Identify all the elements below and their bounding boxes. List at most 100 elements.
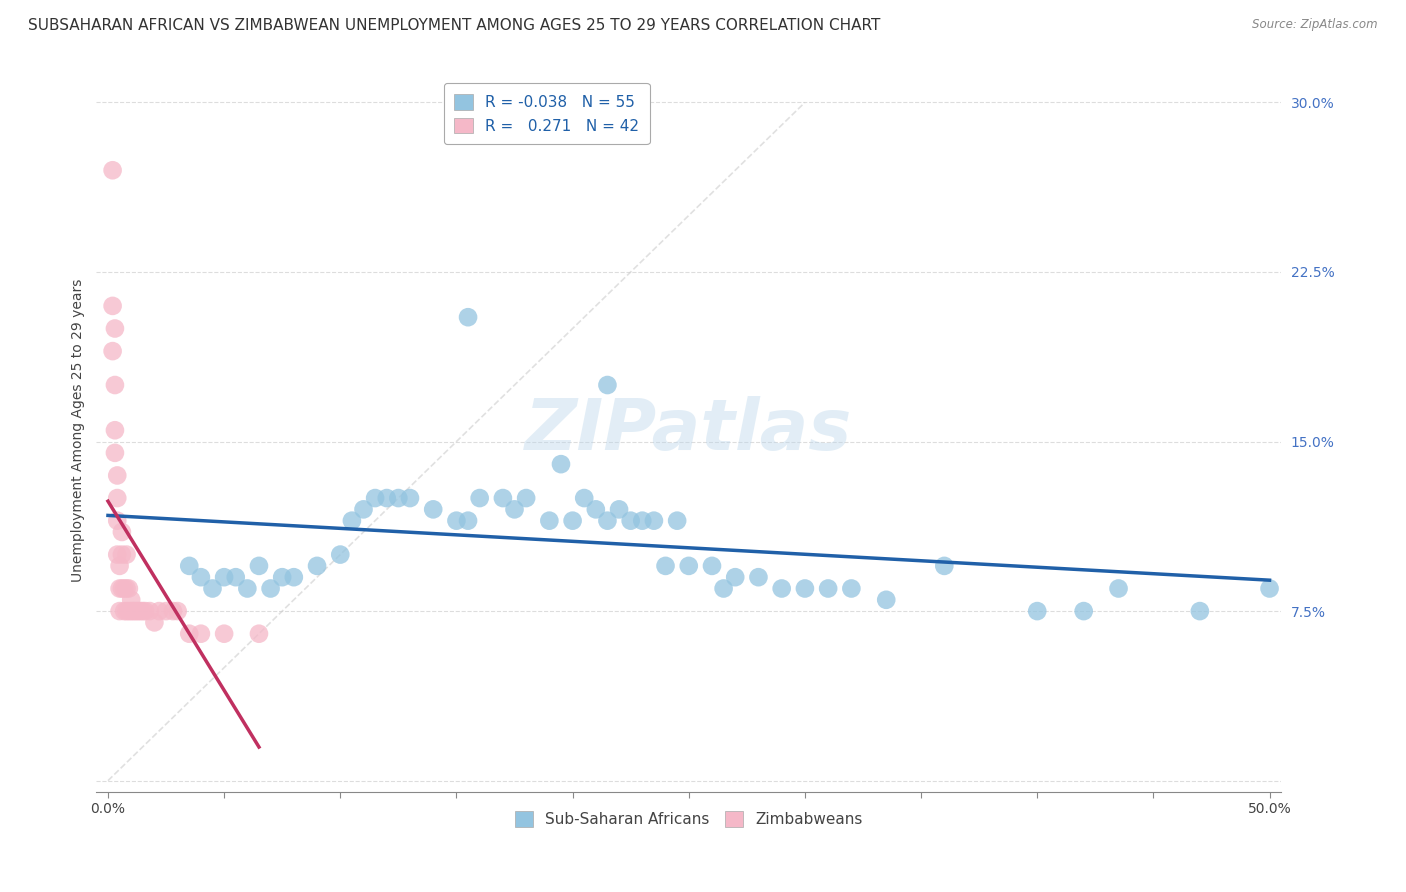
Point xyxy=(105,548,128,562)
Text: Source: ZipAtlas.com: Source: ZipAtlas.com xyxy=(1253,18,1378,31)
Point xyxy=(225,570,247,584)
Point xyxy=(112,582,135,596)
Point xyxy=(271,570,294,584)
Text: SUBSAHARAN AFRICAN VS ZIMBABWEAN UNEMPLOYMENT AMONG AGES 25 TO 29 YEARS CORRELAT: SUBSAHARAN AFRICAN VS ZIMBABWEAN UNEMPLO… xyxy=(28,18,880,33)
Point xyxy=(105,468,128,483)
Point xyxy=(770,582,793,596)
Point xyxy=(101,163,124,178)
Point xyxy=(375,491,398,505)
Point xyxy=(817,582,839,596)
Point xyxy=(201,582,224,596)
Point xyxy=(127,604,149,618)
Point xyxy=(574,491,596,505)
Point xyxy=(111,548,134,562)
Point xyxy=(118,582,141,596)
Point xyxy=(108,582,131,596)
Point xyxy=(841,582,863,596)
Point xyxy=(585,502,607,516)
Point xyxy=(793,582,815,596)
Point xyxy=(1108,582,1130,596)
Point xyxy=(329,548,352,562)
Point xyxy=(446,514,468,528)
Point xyxy=(115,582,138,596)
Point xyxy=(620,514,643,528)
Point xyxy=(607,502,630,516)
Point xyxy=(139,604,162,618)
Point xyxy=(596,378,619,392)
Point xyxy=(120,604,142,618)
Point xyxy=(155,604,177,618)
Point xyxy=(104,378,127,392)
Point xyxy=(118,604,141,618)
Point xyxy=(724,570,747,584)
Point xyxy=(596,514,619,528)
Point xyxy=(190,570,212,584)
Point xyxy=(631,514,654,528)
Point xyxy=(259,582,281,596)
Y-axis label: Unemployment Among Ages 25 to 29 years: Unemployment Among Ages 25 to 29 years xyxy=(72,278,86,582)
Point xyxy=(112,604,135,618)
Point xyxy=(101,299,124,313)
Point xyxy=(115,548,138,562)
Point xyxy=(104,423,127,437)
Point xyxy=(364,491,387,505)
Point xyxy=(115,604,138,618)
Point xyxy=(212,570,235,584)
Point xyxy=(247,558,270,573)
Point xyxy=(111,582,134,596)
Point xyxy=(162,604,184,618)
Point xyxy=(247,626,270,640)
Point xyxy=(105,514,128,528)
Point xyxy=(166,604,188,618)
Point xyxy=(643,514,665,528)
Point xyxy=(129,604,152,618)
Point xyxy=(713,582,735,596)
Point xyxy=(305,558,328,573)
Point xyxy=(179,626,201,640)
Point xyxy=(190,626,212,640)
Point xyxy=(747,570,769,584)
Point xyxy=(561,514,583,528)
Point xyxy=(111,524,134,539)
Point xyxy=(122,604,145,618)
Point xyxy=(108,604,131,618)
Point xyxy=(678,558,700,573)
Point xyxy=(457,310,479,325)
Point xyxy=(515,491,537,505)
Text: ZIPatlas: ZIPatlas xyxy=(524,396,852,465)
Point xyxy=(387,491,409,505)
Point xyxy=(875,592,897,607)
Point xyxy=(132,604,155,618)
Point xyxy=(1026,604,1049,618)
Point xyxy=(340,514,363,528)
Point xyxy=(550,457,572,471)
Point xyxy=(104,321,127,335)
Legend: Sub-Saharan Africans, Zimbabweans: Sub-Saharan Africans, Zimbabweans xyxy=(508,804,870,835)
Point xyxy=(1258,582,1281,596)
Point xyxy=(236,582,259,596)
Point xyxy=(143,615,166,630)
Point xyxy=(468,491,491,505)
Point xyxy=(654,558,676,573)
Point xyxy=(1073,604,1095,618)
Point xyxy=(538,514,561,528)
Point xyxy=(457,514,479,528)
Point xyxy=(1188,604,1211,618)
Point xyxy=(134,604,156,618)
Point xyxy=(399,491,422,505)
Point xyxy=(283,570,305,584)
Point xyxy=(492,491,515,505)
Point xyxy=(101,344,124,359)
Point xyxy=(666,514,689,528)
Point xyxy=(700,558,723,573)
Point xyxy=(108,558,131,573)
Point xyxy=(120,592,142,607)
Point xyxy=(503,502,526,516)
Point xyxy=(934,558,956,573)
Point xyxy=(104,446,127,460)
Point xyxy=(105,491,128,505)
Point xyxy=(353,502,375,516)
Point xyxy=(179,558,201,573)
Point xyxy=(125,604,148,618)
Point xyxy=(422,502,444,516)
